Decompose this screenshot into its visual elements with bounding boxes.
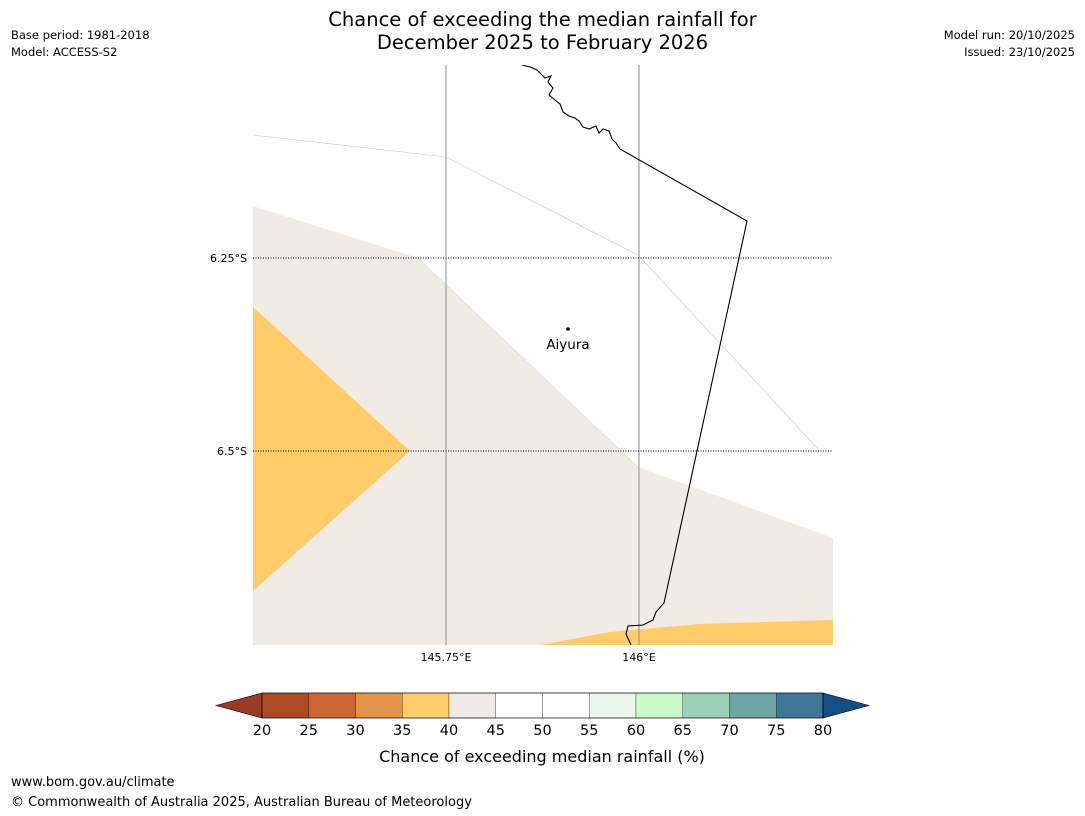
place-label: Aiyura xyxy=(546,337,589,353)
colorbar-ticks: 20 25 30 35 40 45 50 55 60 65 70 75 80 xyxy=(253,723,832,739)
colorbar-segment xyxy=(729,692,777,719)
colorbar-segment xyxy=(589,692,637,719)
colorbar-tick-label: 50 xyxy=(533,723,551,739)
map-area xyxy=(253,65,833,645)
model-name: Model: ACCESS-S2 xyxy=(11,45,118,59)
colorbar-tick-label: 30 xyxy=(346,723,364,739)
colorbar-segment xyxy=(635,692,683,719)
colorbar-segment xyxy=(355,692,403,719)
region-40-45 xyxy=(253,206,833,645)
issued-date: Issued: 23/10/2025 xyxy=(964,45,1075,59)
colorbar-tick-label: 35 xyxy=(393,723,411,739)
colorbar-label: Chance of exceeding median rainfall (%) xyxy=(379,747,705,766)
footer-copyright: © Commonwealth of Australia 2025, Austra… xyxy=(11,795,472,810)
model-run: Model run: 20/10/2025 xyxy=(943,28,1075,42)
colorbar-segment xyxy=(682,692,730,719)
colorbar-tick-label: 25 xyxy=(300,723,318,739)
colorbar-tick-label: 55 xyxy=(580,723,598,739)
colorbar-tick-label: 65 xyxy=(674,723,692,739)
colorbar-frame xyxy=(261,692,824,719)
colorbar-segment xyxy=(308,692,356,719)
colorbar-under-arrow xyxy=(214,692,263,719)
colorbar-segment xyxy=(448,692,496,719)
colorbar: 20 25 30 35 40 45 50 55 60 65 70 75 80 Chance of exc… xyxy=(214,692,871,766)
colorbar-tick-label: 40 xyxy=(440,723,458,739)
colorbar-segment xyxy=(261,692,309,719)
colorbar-tick-label: 75 xyxy=(767,723,785,739)
title-line-2: December 2025 to February 2026 xyxy=(376,31,709,54)
lon-label-145-75: 145.75°E xyxy=(421,651,472,664)
colorbar-segments xyxy=(261,692,824,719)
chart-title: Chance of exceeding the median rainfall … xyxy=(200,8,885,54)
lat-label-6-25: 6.25°S xyxy=(210,252,247,265)
colorbar-tick-label: 20 xyxy=(253,723,271,739)
meta-right: Model run: 20/10/2025 Issued: 23/10/2025 xyxy=(944,27,1075,61)
grid-outline-1 xyxy=(253,134,821,452)
region-35-40-south xyxy=(540,620,833,645)
colorbar-segment xyxy=(402,692,450,719)
base-period: Base period: 1981-2018 xyxy=(11,28,150,42)
aiyura-marker xyxy=(566,327,570,331)
colorbar-tick-label: 80 xyxy=(814,723,832,739)
meta-left: Base period: 1981-2018 Model: ACCESS-S2 xyxy=(11,27,150,61)
footer-url: www.bom.gov.au/climate xyxy=(11,775,175,790)
lon-label-146: 146°E xyxy=(622,651,655,664)
colorbar-tick-label: 45 xyxy=(487,723,505,739)
province-boundary xyxy=(521,65,748,645)
title-line-1: Chance of exceeding the median rainfall … xyxy=(328,8,757,31)
colorbar-segment xyxy=(776,692,824,719)
colorbar-tick-label: 60 xyxy=(627,723,645,739)
lat-label-6-5: 6.5°S xyxy=(217,445,247,458)
region-35-40-west xyxy=(253,307,410,591)
colorbar-segment xyxy=(495,692,543,719)
colorbar-over-arrow xyxy=(822,692,871,719)
grid-outline-2 xyxy=(417,257,639,468)
colorbar-tick-label: 70 xyxy=(720,723,738,739)
colorbar-segment xyxy=(542,692,590,719)
